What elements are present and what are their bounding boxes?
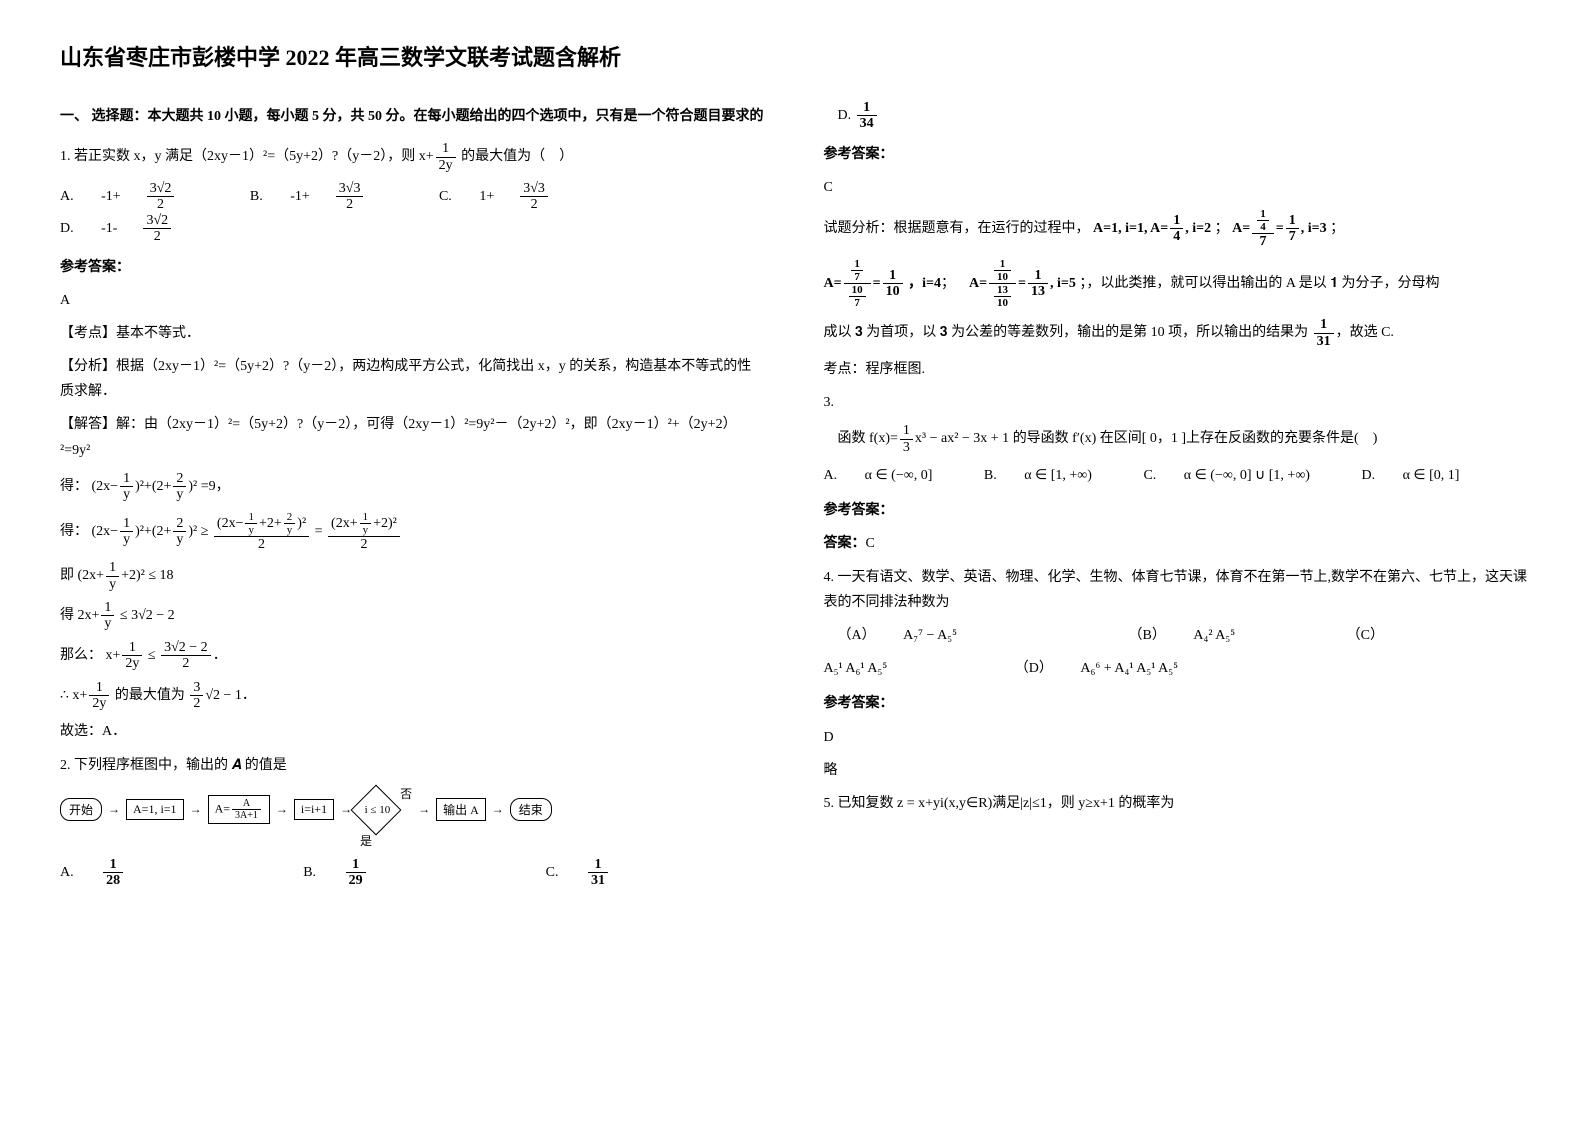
arrow-icon bbox=[418, 802, 430, 817]
q2-opt-c: C. 131 bbox=[546, 857, 656, 889]
flow-assign: A=A3A+1 bbox=[208, 795, 270, 824]
q2-opt-b: B. 129 bbox=[303, 857, 413, 889]
q2-flowchart: 开始 A=1, i=1 A=A3A+1 i=i+1 i ≤ 10 否 输出 A … bbox=[60, 792, 764, 828]
q2-stem: 2. 下列程序框图中，输出的 𝑨 的值是 bbox=[60, 753, 764, 778]
q1-jieda: 【解答】解：由（2xy－1）²=（5y+2）?（y－2），可得（2xy－1）²=… bbox=[60, 412, 764, 462]
q4-stem: 4. 一天有语文、数学、英语、物理、化学、生物、体育七节课，体育不在第一节上,数… bbox=[824, 565, 1528, 615]
flow-decision: i ≤ 10 bbox=[351, 784, 402, 835]
arrow-icon bbox=[492, 802, 504, 817]
q2-kaodian: 考点：程序框图. bbox=[824, 357, 1528, 382]
q1-fenxi: 【分析】根据（2xy－1）²=（5y+2）?（y－2），两边构成平方公式，化简找… bbox=[60, 354, 764, 404]
flow-inc: i=i+1 bbox=[294, 799, 334, 820]
q4-lue: 略 bbox=[824, 758, 1528, 783]
q1-opt-b: B. -1+3√32 bbox=[250, 181, 412, 213]
q1-stem: 1. 若正实数 x，y 满足（2xy－1）²=（5y+2）?（y－2），则 x+… bbox=[60, 141, 764, 173]
q1-expr-2: 得： (2x−1y)²+(2+2y)² ≥ (2x−1y+2+2y)²2 = (… bbox=[60, 511, 764, 553]
flow-no-label: 否 bbox=[400, 785, 412, 802]
q3-opt-a: A. α ∈ (−∞, 0] bbox=[824, 463, 957, 488]
flow-output: 输出 A bbox=[436, 798, 486, 821]
q1-kaodian: 【考点】基本不等式． bbox=[60, 321, 764, 346]
q2-options-abc: A. 128 B. 129 C. 131 bbox=[60, 857, 680, 889]
q3-num: 3. bbox=[824, 390, 1528, 415]
q1-expr-3: 即 (2x+1y+2)² ≤ 18 bbox=[60, 560, 764, 592]
q3-opt-c: C. α ∈ (−∞, 0] ∪ [1, +∞) bbox=[1143, 463, 1334, 488]
q4-options-2: A₅¹ A₆¹ A₅⁵ （D） A₆⁶ + A₄¹ A₅¹ A₅⁵ bbox=[824, 656, 1528, 681]
q1-expr-5: 那么： x+12y ≤ 3√2 − 22． bbox=[60, 640, 764, 672]
q3-opt-b: B. α ∈ [1, +∞) bbox=[984, 463, 1116, 488]
q1-expr-4: 得 2x+1y ≤ 3√2 − 2 bbox=[60, 600, 764, 632]
q4-answer-label: 参考答案： bbox=[824, 691, 1528, 716]
flow-start: 开始 bbox=[60, 798, 102, 821]
q1-expr-6: ∴ x+12y 的最大值为 32√2 − 1． bbox=[60, 680, 764, 712]
q1-options: A. -1+3√22 B. -1+3√32 C. 1+3√32 D. -1-3√… bbox=[60, 181, 764, 245]
q2-analysis-line1: 试题分析：根据题意有，在运行的过程中， A=1, i=1, A=14, i=2 … bbox=[824, 208, 1528, 250]
q1-opt-c: C. 1+3√32 bbox=[439, 181, 596, 213]
right-column: D. 134 参考答案： C 试题分析：根据题意有，在运行的过程中， A=1, … bbox=[824, 92, 1528, 896]
q1-answer: A bbox=[60, 288, 764, 313]
q4-answer: D bbox=[824, 725, 1528, 750]
q3-answer: 答案：C bbox=[824, 531, 1528, 556]
q2-analysis-line2: A=17107=110 ，i=4； A=1101310=113, i=5 ；，以… bbox=[824, 258, 1528, 309]
q2-answer-label: 参考答案： bbox=[824, 142, 1528, 167]
arrow-icon bbox=[108, 802, 120, 817]
arrow-icon bbox=[190, 802, 202, 817]
flow-end: 结束 bbox=[510, 798, 552, 821]
q1-answer-label: 参考答案： bbox=[60, 255, 764, 280]
flow-yes-label: 是 bbox=[360, 832, 764, 849]
q4-opt-b: （B） A₄² A₅⁵ bbox=[1129, 623, 1260, 648]
q1-guxuan: 故选：A． bbox=[60, 719, 764, 744]
section-1-title: 一、 选择题：本大题共 10 小题，每小题 5 分，共 50 分。在每小题给出的… bbox=[60, 104, 764, 129]
q1-expr-1: 得： (2x−1y)²+(2+2y)² =9， bbox=[60, 471, 764, 503]
q4-opt-c-prefix: （C） bbox=[1347, 623, 1384, 648]
q2-analysis-line3: 成以 𝟑 为首项，以 𝟑 为公差的等差数列，输出的是第 10 项，所以输出的结果… bbox=[824, 317, 1528, 349]
q3-opt-d: D. α ∈ [0, 1] bbox=[1361, 463, 1483, 488]
q5-stem: 5. 已知复数 z = x+yi(x,y∈R)满足|z|≤1，则 y≥x+1 的… bbox=[824, 791, 1528, 816]
q1-opt-a: A. -1+3√22 bbox=[60, 181, 222, 213]
q1-frac-expr: x+12y bbox=[419, 149, 458, 164]
flow-init: A=1, i=1 bbox=[126, 799, 184, 820]
q2-opt-a: A. 128 bbox=[60, 857, 171, 889]
q1-stem-a: 1. 若正实数 x，y 满足（2xy－1）²=（5y+2）?（y－2），则 bbox=[60, 149, 419, 164]
q4-opt-d: （D） A₆⁶ + A₄¹ A₅¹ A₅⁵ bbox=[1015, 656, 1202, 681]
q3-answer-label: 参考答案： bbox=[824, 498, 1528, 523]
q2-opt-d: D. 134 bbox=[838, 100, 1528, 132]
q3-stem: 函数 f(x)=13x³ − ax² − 3x + 1 的导函数 f′(x) 在… bbox=[824, 423, 1528, 455]
q3-options: A. α ∈ (−∞, 0] B. α ∈ [1, +∞) C. α ∈ (−∞… bbox=[824, 463, 1528, 488]
q1-stem-b: 的最大值为（ ） bbox=[461, 149, 573, 164]
q4-options: （A） A₇⁷ − A₅⁵ （B） A₄² A₅⁵ （C） bbox=[824, 623, 1528, 648]
left-column: 一、 选择题：本大题共 10 小题，每小题 5 分，共 50 分。在每小题给出的… bbox=[60, 92, 764, 896]
q4-opt-a: （A） A₇⁷ − A₅⁵ bbox=[838, 623, 982, 648]
arrow-icon bbox=[276, 802, 288, 817]
q4-opt-c: A₅¹ A₆¹ A₅⁵ bbox=[824, 656, 888, 681]
q1-opt-d: D. -1-3√22 bbox=[60, 213, 219, 245]
q2-answer: C bbox=[824, 175, 1528, 200]
page-title: 山东省枣庄市彭楼中学 2022 年高三数学文联考试题含解析 bbox=[60, 40, 1527, 72]
